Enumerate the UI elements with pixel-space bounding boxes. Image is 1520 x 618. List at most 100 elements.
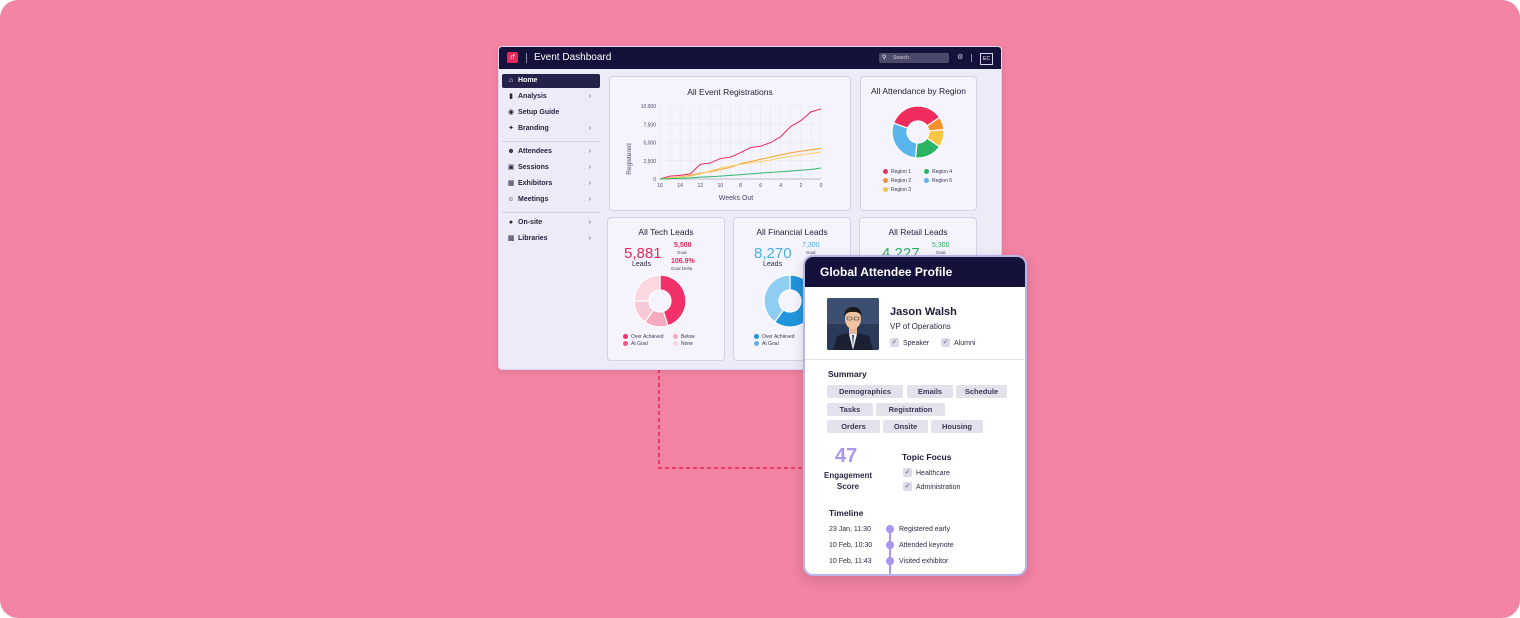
timeline-event: Attended keynote xyxy=(899,542,954,549)
chevron-right-icon: › xyxy=(588,148,591,155)
legend-label: At Goal xyxy=(762,341,779,347)
y-axis-label: Registered xyxy=(626,143,633,175)
series-line xyxy=(659,167,822,180)
pie-slice xyxy=(633,274,661,302)
chevron-right-icon: › xyxy=(588,235,591,242)
sidebar-item-label: On-site xyxy=(518,219,543,226)
card-title: All Retail Leads xyxy=(888,227,948,237)
brand-logo[interactable]: rf xyxy=(507,52,518,63)
summary-pill-housing[interactable]: Housing xyxy=(931,420,983,433)
attendance-donut-chart xyxy=(891,105,945,159)
summary-pill-orders[interactable]: Orders xyxy=(827,420,880,433)
legend-label: Region 6 xyxy=(932,178,953,184)
sidebar-item-on-site[interactable]: ● On-site › xyxy=(502,216,600,230)
sidebar-item-sessions[interactable]: ▣ Sessions › xyxy=(502,161,600,175)
search-input[interactable]: ⚲ Search xyxy=(879,53,949,63)
sidebar-item-analysis[interactable]: ▮ Analysis › xyxy=(502,90,600,104)
goal-value: 5,300 xyxy=(932,242,950,249)
sidebar-item-home[interactable]: ⌂ Home xyxy=(502,74,600,88)
legend-label: Region 2 xyxy=(891,178,912,184)
legend-item: At Goal xyxy=(754,341,779,348)
attendee-profile-card: Global Attendee Profile Jason Walsh VP o… xyxy=(803,255,1027,576)
card-title: All Tech Leads xyxy=(638,227,694,237)
goal-label: Goal xyxy=(677,250,687,255)
chevron-right-icon: › xyxy=(588,196,591,203)
leads-value: 8,270 xyxy=(754,245,792,262)
sidebar-divider xyxy=(502,141,600,142)
sidebar-item-label: Setup Guide xyxy=(518,109,560,116)
legend-label: At Goal xyxy=(631,341,648,347)
x-tick-label: 6 xyxy=(759,183,762,189)
sidebar-item-libraries[interactable]: ▩ Libraries › xyxy=(502,232,600,246)
goal-value: 5,500 xyxy=(674,242,692,249)
goal-label: Goal xyxy=(806,250,816,255)
tech-leads-card: All Tech Leads 5,881 Leads 5,500 Goal 10… xyxy=(607,217,725,361)
sidebar-item-label: Branding xyxy=(518,125,549,132)
series-line xyxy=(659,151,822,180)
legend-item: None xyxy=(673,341,693,348)
card-title: All Event Registrations xyxy=(687,87,773,97)
x-tick-label: 10 xyxy=(718,183,724,189)
registrations-line-chart: Registered Weeks Out 0 2,500 5,000 7,500 10,… xyxy=(626,104,823,202)
legend-item: Over Achieved xyxy=(754,334,795,341)
x-tick-label: 2 xyxy=(799,183,802,189)
legend-label: Region 1 xyxy=(891,169,912,175)
sidebar-item-setup-guide[interactable]: ◉ Setup Guide xyxy=(502,106,600,120)
gear-icon[interactable]: ⚙ xyxy=(957,54,964,61)
summary-pill-tasks[interactable]: Tasks xyxy=(827,403,873,416)
divider xyxy=(971,54,972,62)
sidebar-item-meetings[interactable]: ☺ Meetings › xyxy=(502,193,600,207)
sidebar-item-attendees[interactable]: ☻ Attendees › xyxy=(502,145,600,159)
chevron-right-icon: › xyxy=(588,219,591,226)
legend-dot xyxy=(754,334,759,340)
home-icon: ⌂ xyxy=(508,77,514,84)
compass-icon: ◉ xyxy=(507,109,515,116)
sidebar-item-label: Attendees xyxy=(518,148,552,155)
summary-pill-schedule[interactable]: Schedule xyxy=(956,385,1007,398)
summary-pill-registration[interactable]: Registration xyxy=(876,403,945,416)
legend-dot xyxy=(924,169,929,175)
avatar[interactable]: EC xyxy=(980,53,993,65)
summary-pill-emails[interactable]: Emails xyxy=(907,385,953,398)
timeline-event: Registered early xyxy=(899,526,950,533)
sidebar-item-branding[interactable]: ✦ Branding › xyxy=(502,122,600,136)
alumni-checkbox[interactable]: ✓ xyxy=(941,338,950,347)
legend-item: Region 1 xyxy=(883,169,911,176)
y-tick-label: 10,000 xyxy=(641,104,657,110)
legend-item: Region 3 xyxy=(883,187,911,194)
legend-item: Region 2 xyxy=(883,178,911,185)
administration-checkbox[interactable]: ✓ xyxy=(903,482,912,491)
divider xyxy=(526,53,527,63)
y-tick-label: 5,000 xyxy=(643,141,656,147)
y-tick-label: 0 xyxy=(653,177,656,183)
timeline-date: 23 Jan, 11:30 xyxy=(829,526,871,533)
x-tick-label: 4 xyxy=(779,183,782,189)
healthcare-checkbox[interactable]: ✓ xyxy=(903,468,912,477)
person-photo-icon xyxy=(827,298,879,350)
sidebar-item-exhibitors[interactable]: ▦ Exhibitors › xyxy=(502,177,600,191)
speaker-checkbox[interactable]: ✓ xyxy=(890,338,899,347)
book-icon: ▩ xyxy=(507,235,515,242)
chevron-right-icon: › xyxy=(588,164,591,171)
attendee-name: Jason Walsh xyxy=(890,306,957,318)
sidebar-item-label: Sessions xyxy=(518,164,549,171)
engagement-score-value: 47 xyxy=(835,445,858,467)
sidebar-item-label: Meetings xyxy=(518,196,549,203)
goal-label: Goal xyxy=(936,250,946,255)
y-tick-label: 7,500 xyxy=(643,122,656,128)
chevron-right-icon: › xyxy=(588,93,591,100)
legend-item: Region 4 xyxy=(924,169,952,176)
legend-dot xyxy=(883,169,888,175)
sidebar-item-label: Libraries xyxy=(518,235,548,242)
pie-slice xyxy=(891,122,918,159)
summary-pill-demographics[interactable]: Demographics xyxy=(827,385,903,398)
y-tick-label: 2,500 xyxy=(643,159,656,165)
leads-label: Leads xyxy=(763,261,783,268)
score-label-line: Score xyxy=(836,482,860,491)
legend-dot xyxy=(623,334,628,340)
summary-pill-onsite[interactable]: Onsite xyxy=(883,420,928,433)
leads-value: 5,881 xyxy=(624,245,662,262)
timeline-dot xyxy=(886,557,894,565)
legend-dot xyxy=(883,178,888,184)
app-title: Event Dashboard xyxy=(534,52,612,63)
